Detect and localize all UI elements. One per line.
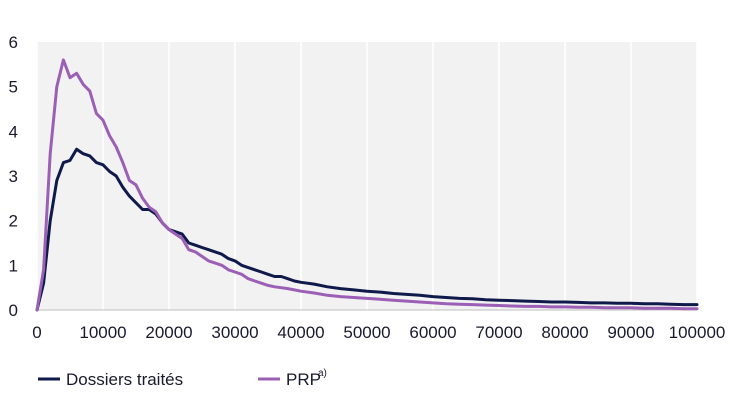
x-tick-label-1: 10000 <box>79 323 126 342</box>
x-tick-label-8: 80000 <box>541 323 588 342</box>
y-tick-label-2: 2 <box>9 212 18 231</box>
y-tick-label-5: 5 <box>9 78 18 97</box>
x-tick-label-3: 30000 <box>211 323 258 342</box>
y-tick-label-6: 6 <box>9 33 18 52</box>
x-tick-label-4: 40000 <box>277 323 324 342</box>
x-axis-tick-labels: 0 10000 20000 30000 40000 50000 60000 70000 8000… <box>32 323 725 342</box>
x-tick-label-2: 20000 <box>145 323 192 342</box>
x-tick-label-0: 0 <box>32 323 41 342</box>
y-tick-label-3: 3 <box>9 167 18 186</box>
series-line-0 <box>35 147 699 312</box>
y-tick-label-4: 4 <box>9 122 18 141</box>
series-lines <box>35 58 699 312</box>
y-tick-label-0: 0 <box>9 301 18 320</box>
x-tick-label-10: 100000 <box>669 323 726 342</box>
legend-superscript-prp: a) <box>318 368 327 379</box>
x-tick-label-6: 60000 <box>409 323 456 342</box>
legend: Dossiers traités PRP a) <box>38 368 327 389</box>
y-tick-label-1: 1 <box>9 256 18 275</box>
legend-item-prp: PRP a) <box>258 368 327 389</box>
series-line-1 <box>35 58 699 312</box>
x-tick-label-5: 50000 <box>343 323 390 342</box>
legend-label-prp: PRP <box>286 370 321 389</box>
x-tick-label-7: 70000 <box>475 323 522 342</box>
legend-label-dossiers-traites: Dossiers traités <box>66 370 183 389</box>
grid-lines <box>36 42 698 311</box>
x-tick-label-9: 90000 <box>607 323 654 342</box>
legend-item-dossiers-traites: Dossiers traités <box>38 370 183 389</box>
y-axis-tick-labels: 0 1 2 3 4 5 6 <box>9 33 18 320</box>
